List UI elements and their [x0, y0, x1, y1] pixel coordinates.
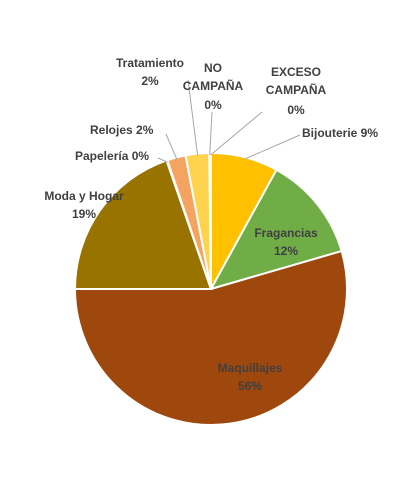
slice-name-maquillajes: Maquillajes	[218, 361, 283, 375]
leader-line-papeleria	[157, 157, 168, 163]
slice-label-papeleria: Papelería 0%	[75, 149, 149, 163]
slice-value-exceso-campana: 0%	[287, 103, 305, 117]
slice-name-no-campana-part-0: NO	[204, 61, 222, 75]
slice-value-no-campana: 0%	[204, 98, 222, 112]
slice-fragancias	[208, 168, 343, 291]
pie-slices	[73, 151, 348, 427]
slice-name-exceso-campana-part-0: EXCESO	[271, 65, 321, 79]
leader-line-tratamiento	[187, 79, 199, 156]
slice-value-maquillajes: 56%	[238, 379, 262, 393]
slice-labels: Bijouterie 9% Fragancias 12% Maquillajes 56%…	[44, 56, 378, 393]
slice-name-no-campana-part-1: CAMPAÑA	[183, 78, 244, 93]
leader-line-no-campana	[209, 111, 213, 156]
slice-name-moda-y-hogar: Moda y Hogar	[44, 189, 124, 203]
slice-exceso-campana	[209, 151, 212, 290]
leader-lines	[157, 79, 301, 163]
slice-value-tratamiento: 2%	[141, 74, 159, 88]
slice-value-fragancias: 12%	[274, 244, 298, 258]
slice-value-moda-y-hogar: 19%	[72, 207, 96, 221]
leader-line-relojes	[165, 133, 178, 160]
leader-line-exceso-campana	[210, 111, 263, 156]
slice-label-relojes: Relojes 2%	[90, 123, 154, 137]
slice-label-bijouterie: Bijouterie 9%	[302, 126, 378, 140]
slice-maquillajes	[73, 249, 348, 427]
slice-name-tratamiento: Tratamiento	[116, 56, 184, 70]
leader-line-bijouterie	[244, 134, 301, 160]
slice-name-exceso-campana-part-1: CAMPAÑA	[266, 82, 327, 97]
slice-name-fragancias: Fragancias	[254, 226, 318, 240]
